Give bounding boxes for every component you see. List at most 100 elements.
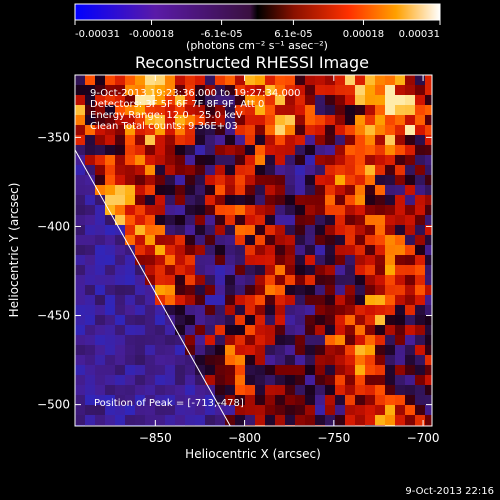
heatmap-cell xyxy=(355,305,366,316)
heatmap-cell xyxy=(215,175,226,186)
heatmap-cell xyxy=(325,395,336,406)
heatmap-cell xyxy=(325,235,336,246)
heatmap-cell xyxy=(195,415,206,426)
heatmap-cell xyxy=(375,115,386,126)
heatmap-cell xyxy=(255,105,266,116)
heatmap-cell xyxy=(325,215,336,226)
heatmap-cell xyxy=(285,95,296,106)
heatmap-cell xyxy=(335,385,346,396)
heatmap-cell xyxy=(245,305,256,316)
heatmap-cell xyxy=(85,345,96,356)
heatmap-cell xyxy=(85,175,96,186)
heatmap-cell xyxy=(145,355,156,366)
heatmap-cell xyxy=(255,95,266,106)
heatmap-cell xyxy=(385,325,396,336)
heatmap-cell xyxy=(105,375,116,386)
heatmap-cell xyxy=(415,105,426,116)
heatmap-cell xyxy=(265,135,276,146)
heatmap-cell xyxy=(425,315,432,326)
heatmap-cell xyxy=(335,395,346,406)
heatmap-cell xyxy=(265,425,276,426)
heatmap-cell xyxy=(355,265,366,276)
heatmap-cell xyxy=(185,375,196,386)
heatmap-cell xyxy=(225,235,236,246)
heatmap-cell xyxy=(315,415,326,426)
heatmap-cell xyxy=(355,155,366,166)
heatmap-cell xyxy=(85,305,96,316)
heatmap-cell xyxy=(145,405,156,416)
heatmap-cell xyxy=(115,405,126,416)
heatmap-cell xyxy=(95,415,106,426)
heatmap-cell xyxy=(205,265,216,276)
heatmap-cell xyxy=(125,265,136,276)
heatmap-cell xyxy=(365,255,376,266)
heatmap-cell xyxy=(325,195,336,206)
heatmap-cell xyxy=(325,345,336,356)
heatmap-cell xyxy=(255,285,266,296)
heatmap-cell xyxy=(345,105,356,116)
heatmap-cell xyxy=(75,185,86,196)
heatmap-cell xyxy=(245,115,256,126)
heatmap-cell xyxy=(155,415,166,426)
heatmap-cell xyxy=(225,145,236,156)
heatmap-cell xyxy=(115,135,126,146)
heatmap-cell xyxy=(195,155,206,166)
heatmap-cell xyxy=(365,175,376,186)
heatmap-cell xyxy=(75,155,86,166)
heatmap-cell xyxy=(175,275,186,286)
heatmap-cell xyxy=(395,195,406,206)
heatmap-cell xyxy=(115,285,126,296)
heatmap-cell xyxy=(75,315,86,326)
heatmap-cell xyxy=(165,335,176,346)
heatmap-cell xyxy=(415,235,426,246)
heatmap-cell xyxy=(155,395,166,406)
heatmap-cell xyxy=(145,195,156,206)
heatmap-cell xyxy=(335,295,346,306)
heatmap-cell xyxy=(315,345,326,356)
heatmap-cell xyxy=(405,295,416,306)
heatmap-cell xyxy=(335,75,346,86)
heatmap-cell xyxy=(85,215,96,226)
heatmap-cell xyxy=(185,385,196,396)
heatmap-cell xyxy=(215,295,226,306)
heatmap-cell xyxy=(125,85,136,96)
heatmap-cell xyxy=(365,75,376,86)
heatmap-cell xyxy=(395,85,406,96)
heatmap-cell xyxy=(155,205,166,216)
heatmap-cell xyxy=(305,225,316,236)
heatmap-cell xyxy=(235,235,246,246)
heatmap-cell xyxy=(215,85,226,96)
heatmap-cell xyxy=(295,265,306,276)
heatmap-cell xyxy=(135,385,146,396)
heatmap-cell xyxy=(175,125,186,136)
heatmap-cell xyxy=(265,165,276,176)
heatmap-cell xyxy=(345,155,356,166)
heatmap-cell xyxy=(395,255,406,266)
heatmap-cell xyxy=(275,105,286,116)
heatmap-cell xyxy=(375,75,386,86)
heatmap-cell xyxy=(115,335,126,346)
heatmap-cell xyxy=(265,355,276,366)
heatmap-cell xyxy=(265,75,276,86)
heatmap-cell xyxy=(195,135,206,146)
heatmap-cell xyxy=(335,95,346,106)
heatmap-cell xyxy=(355,385,366,396)
heatmap-cell xyxy=(235,215,246,226)
heatmap-cell xyxy=(365,385,376,396)
heatmap-cell xyxy=(135,355,146,366)
heatmap-cell xyxy=(155,345,166,356)
heatmap-cell xyxy=(305,395,316,406)
heatmap-cell xyxy=(285,125,296,136)
heatmap-cell xyxy=(285,235,296,246)
heatmap-cell xyxy=(375,255,386,266)
heatmap-cell xyxy=(235,285,246,296)
heatmap-cell xyxy=(295,235,306,246)
heatmap-cell xyxy=(165,145,176,156)
heatmap-cell xyxy=(425,405,432,416)
heatmap-cell xyxy=(295,95,306,106)
heatmap-cell xyxy=(395,155,406,166)
heatmap-cell xyxy=(335,345,346,356)
y-axis-label: Heliocentric Y (arcsec) xyxy=(7,183,21,318)
heatmap-cell xyxy=(95,325,106,336)
